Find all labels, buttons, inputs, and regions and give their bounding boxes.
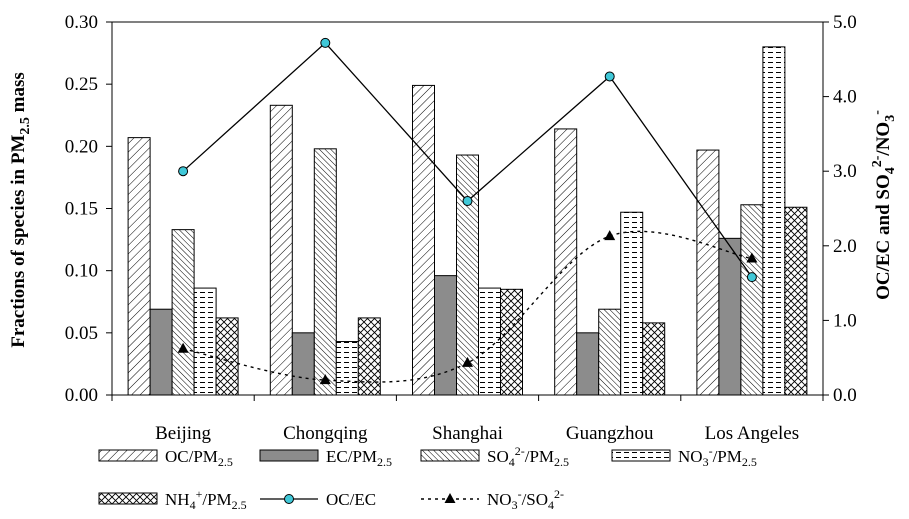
legend-swatch-oc xyxy=(98,449,158,462)
legend-item-so4: SO42-/PM2.5 xyxy=(420,444,569,469)
y-right-tick-label: 1.0 xyxy=(833,310,857,331)
bar-nh4-pm2-5-chongqing xyxy=(357,317,381,396)
legend-swatch-so4 xyxy=(420,449,480,462)
point-oc-ec-chongqing xyxy=(320,37,331,48)
bar-so42-pm2-5-guangzhou xyxy=(598,308,622,396)
y-left-tick-label: 0.30 xyxy=(65,12,98,33)
bar-oc-pm2-5-beijing xyxy=(127,137,151,396)
legend-swatch-no3 xyxy=(611,449,671,462)
point-no3-so42-chongqing xyxy=(319,374,331,385)
legend-label-ratio: NO3-/SO42- xyxy=(487,487,564,512)
y-left-tick-label: 0.00 xyxy=(65,385,98,406)
point-no3-so42-beijing xyxy=(177,342,189,353)
bar-no3-pm2-5-beijing xyxy=(193,287,217,396)
bar-so42-pm2-5-chongqing xyxy=(313,148,337,396)
point-oc-ec-beijing xyxy=(178,166,189,177)
bar-ec-pm2-5-beijing xyxy=(149,308,173,396)
bar-ec-pm2-5-guangzhou xyxy=(576,332,600,396)
bar-ec-pm2-5-chongqing xyxy=(291,332,315,396)
legend-item-oc: OC/PM2.5 xyxy=(98,447,233,469)
legend-item-ratio: NO3-/SO42- xyxy=(421,487,564,512)
bar-oc-pm2-5-los-angeles xyxy=(696,149,720,396)
y-left-tick-label: 0.15 xyxy=(65,199,98,220)
y-left-tick-label: 0.10 xyxy=(65,261,98,282)
legend-marker-ratio xyxy=(444,493,456,503)
point-oc-ec-shanghai xyxy=(462,196,473,207)
y-left-tick-label: 0.05 xyxy=(65,323,98,344)
point-oc-ec-guangzhou xyxy=(604,71,615,82)
y-left-tick-label: 0.25 xyxy=(65,74,98,95)
bar-no3-pm2-5-chongqing xyxy=(335,341,359,396)
legend-label-nh4: NH4+/PM2.5 xyxy=(165,487,247,512)
bar-ec-pm2-5-los-angeles xyxy=(718,237,742,396)
point-oc-ec-los-angeles xyxy=(746,272,757,283)
legend-item-no3: NO3-/PM2.5 xyxy=(611,444,757,469)
x-tick-label-chongqing: Chongqing xyxy=(283,423,368,444)
y-right-tick-label: 3.0 xyxy=(833,161,857,182)
x-tick-label-los-angeles: Los Angeles xyxy=(705,423,799,444)
legend-item-nh4: NH4+/PM2.5 xyxy=(98,487,247,512)
y-right-tick-label: 2.0 xyxy=(833,236,857,257)
legend-marker-ocec xyxy=(284,494,294,504)
legend-swatch-ec xyxy=(259,449,319,462)
point-no3-so42-guangzhou xyxy=(604,230,616,241)
legend-swatch-nh4 xyxy=(98,492,158,505)
y-right-tick-label: 0.0 xyxy=(833,385,857,406)
legend-label-ec: EC/PM2.5 xyxy=(326,447,392,469)
legend-item-ec: EC/PM2.5 xyxy=(259,447,392,469)
bar-ec-pm2-5-shanghai xyxy=(434,275,457,396)
bar-oc-pm2-5-chongqing xyxy=(269,104,293,396)
legend-label-so4: SO42-/PM2.5 xyxy=(487,444,569,469)
bar-no3-pm2-5-guangzhou xyxy=(620,211,644,396)
bar-no3-pm2-5-los-angeles xyxy=(762,46,786,396)
bar-nh4-pm2-5-beijing xyxy=(215,317,239,396)
y-right-tick-label: 5.0 xyxy=(833,12,857,33)
point-no3-so42-shanghai xyxy=(462,356,473,367)
point-no3-so42-los-angeles xyxy=(746,252,758,263)
x-tick-label-guangzhou: Guangzhou xyxy=(566,423,654,444)
bar-oc-pm2-5-shanghai xyxy=(412,84,435,396)
bar-so42-pm2-5-los-angeles xyxy=(740,204,764,396)
legend-label-oc: OC/PM2.5 xyxy=(165,447,233,469)
legend-label-no3: NO3-/PM2.5 xyxy=(678,444,757,469)
legend-label-ocec: OC/EC xyxy=(326,490,376,509)
legend-item-ocec: OC/EC xyxy=(260,490,376,509)
y-left-tick-label: 0.20 xyxy=(65,136,98,157)
bar-nh4-pm2-5-guangzhou xyxy=(642,322,666,396)
x-tick-label-shanghai: Shanghai xyxy=(432,423,503,444)
bar-nh4-pm2-5-shanghai xyxy=(500,288,523,396)
y-right-tick-label: 4.0 xyxy=(833,87,857,108)
bar-nh4-pm2-5-los-angeles xyxy=(784,206,808,396)
line-no3-so42 xyxy=(182,230,753,383)
bar-so42-pm2-5-beijing xyxy=(171,229,195,396)
bar-oc-pm2-5-guangzhou xyxy=(554,128,578,396)
x-tick-label-beijing: Beijing xyxy=(155,423,211,444)
bar-no3-pm2-5-shanghai xyxy=(478,287,501,396)
y-axis-left-label: Fractions of species in PM2.5 mass xyxy=(8,72,33,348)
y-axis-right-label: OC/EC and SO42-/NO3- xyxy=(870,110,898,300)
